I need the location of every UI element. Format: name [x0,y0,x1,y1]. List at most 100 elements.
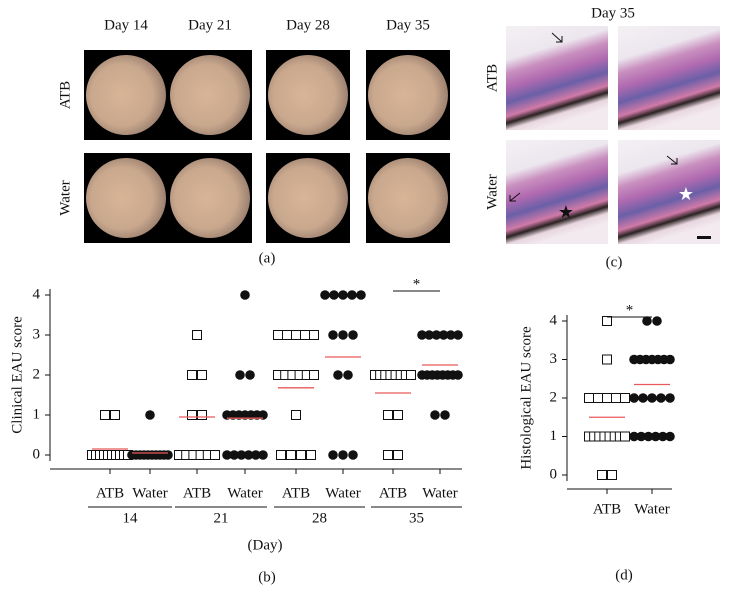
y-tick-label: 2 [550,389,558,405]
point [602,393,612,403]
fundus-image [170,158,250,238]
y-tick-label: 4 [33,286,41,302]
y-tick-label: 1 [550,428,558,444]
significance-label: * [413,276,421,292]
group-label: 35 [409,510,424,526]
point [650,431,661,442]
column-label: Day 14 [104,17,148,33]
point [145,410,155,420]
point [607,470,617,480]
x-tick-label: Water [634,501,669,517]
point [236,450,247,460]
x-tick-label: Water [227,485,262,501]
arrow [666,155,678,165]
point [642,316,652,326]
arrow [551,32,563,43]
y-tick-label: 4 [550,312,558,328]
fundus-image [170,55,250,135]
y-tick-label: 3 [33,326,41,342]
x-tick-label: ATB [593,501,621,517]
point [343,370,353,380]
point [291,330,301,340]
point [251,450,261,460]
group-label: 21 [214,510,229,526]
fundus-image [368,158,448,238]
y-tick-label: 0 [550,466,558,482]
x-tick-label: Water [422,485,457,501]
point [417,330,427,340]
y-tick-label: 2 [33,366,41,382]
x-tick-label: ATB [379,485,407,501]
point [347,290,357,300]
point [453,370,463,380]
point [629,431,639,442]
point [647,393,657,403]
point [393,410,403,420]
y-tick-label: 3 [550,351,558,367]
point [665,393,675,403]
point [665,354,675,365]
x-tick-label: ATB [183,485,211,501]
point [584,393,594,403]
x-tick-label: Water [132,485,167,501]
panel-title: Day 35 [591,5,635,21]
point [406,370,416,380]
fundus-image [268,158,348,238]
point [431,330,442,340]
point [235,370,245,380]
y-axis-label: Clinical EAU score [9,316,25,434]
point [453,330,463,340]
point [602,316,612,326]
point [276,450,286,460]
point [597,470,607,480]
row-label: ATB [484,64,500,92]
point [306,450,316,460]
point [658,431,668,442]
point [309,370,319,380]
point [187,410,197,420]
point [329,290,339,300]
point [338,330,348,340]
point [636,431,646,442]
star: ★ [678,184,694,204]
fundus-image [86,158,166,238]
point [440,410,450,420]
row-label: ATB [57,81,73,109]
point [593,393,603,403]
star: ★ [558,202,574,222]
point [348,450,358,460]
point [282,330,292,340]
point [348,330,358,340]
panel-label: (a) [259,250,276,266]
panel-label: (b) [258,569,276,585]
column-label: Day 28 [286,17,330,33]
fundus-image [268,55,348,135]
row-label: Water [57,180,73,215]
point [338,450,348,460]
point [665,431,675,442]
histology-image [618,26,720,130]
point [197,370,207,380]
point [643,431,654,442]
point [620,393,630,403]
y-axis-label: Histological EAU score [518,326,534,470]
point [424,330,435,340]
point [333,370,343,380]
point [187,370,197,380]
point [258,410,268,420]
point [286,450,296,460]
fundus-image [86,55,166,135]
panel-label: (c) [606,254,623,270]
point [163,450,173,460]
point [229,450,239,460]
point [192,330,202,340]
x-tick-label: ATB [96,485,124,501]
x-tick-label: Water [325,485,360,501]
point [446,330,456,340]
row-label: Water [484,174,500,209]
fundus-image [368,55,448,135]
y-tick-label: 0 [33,446,41,462]
point [393,450,403,460]
point [328,330,338,340]
